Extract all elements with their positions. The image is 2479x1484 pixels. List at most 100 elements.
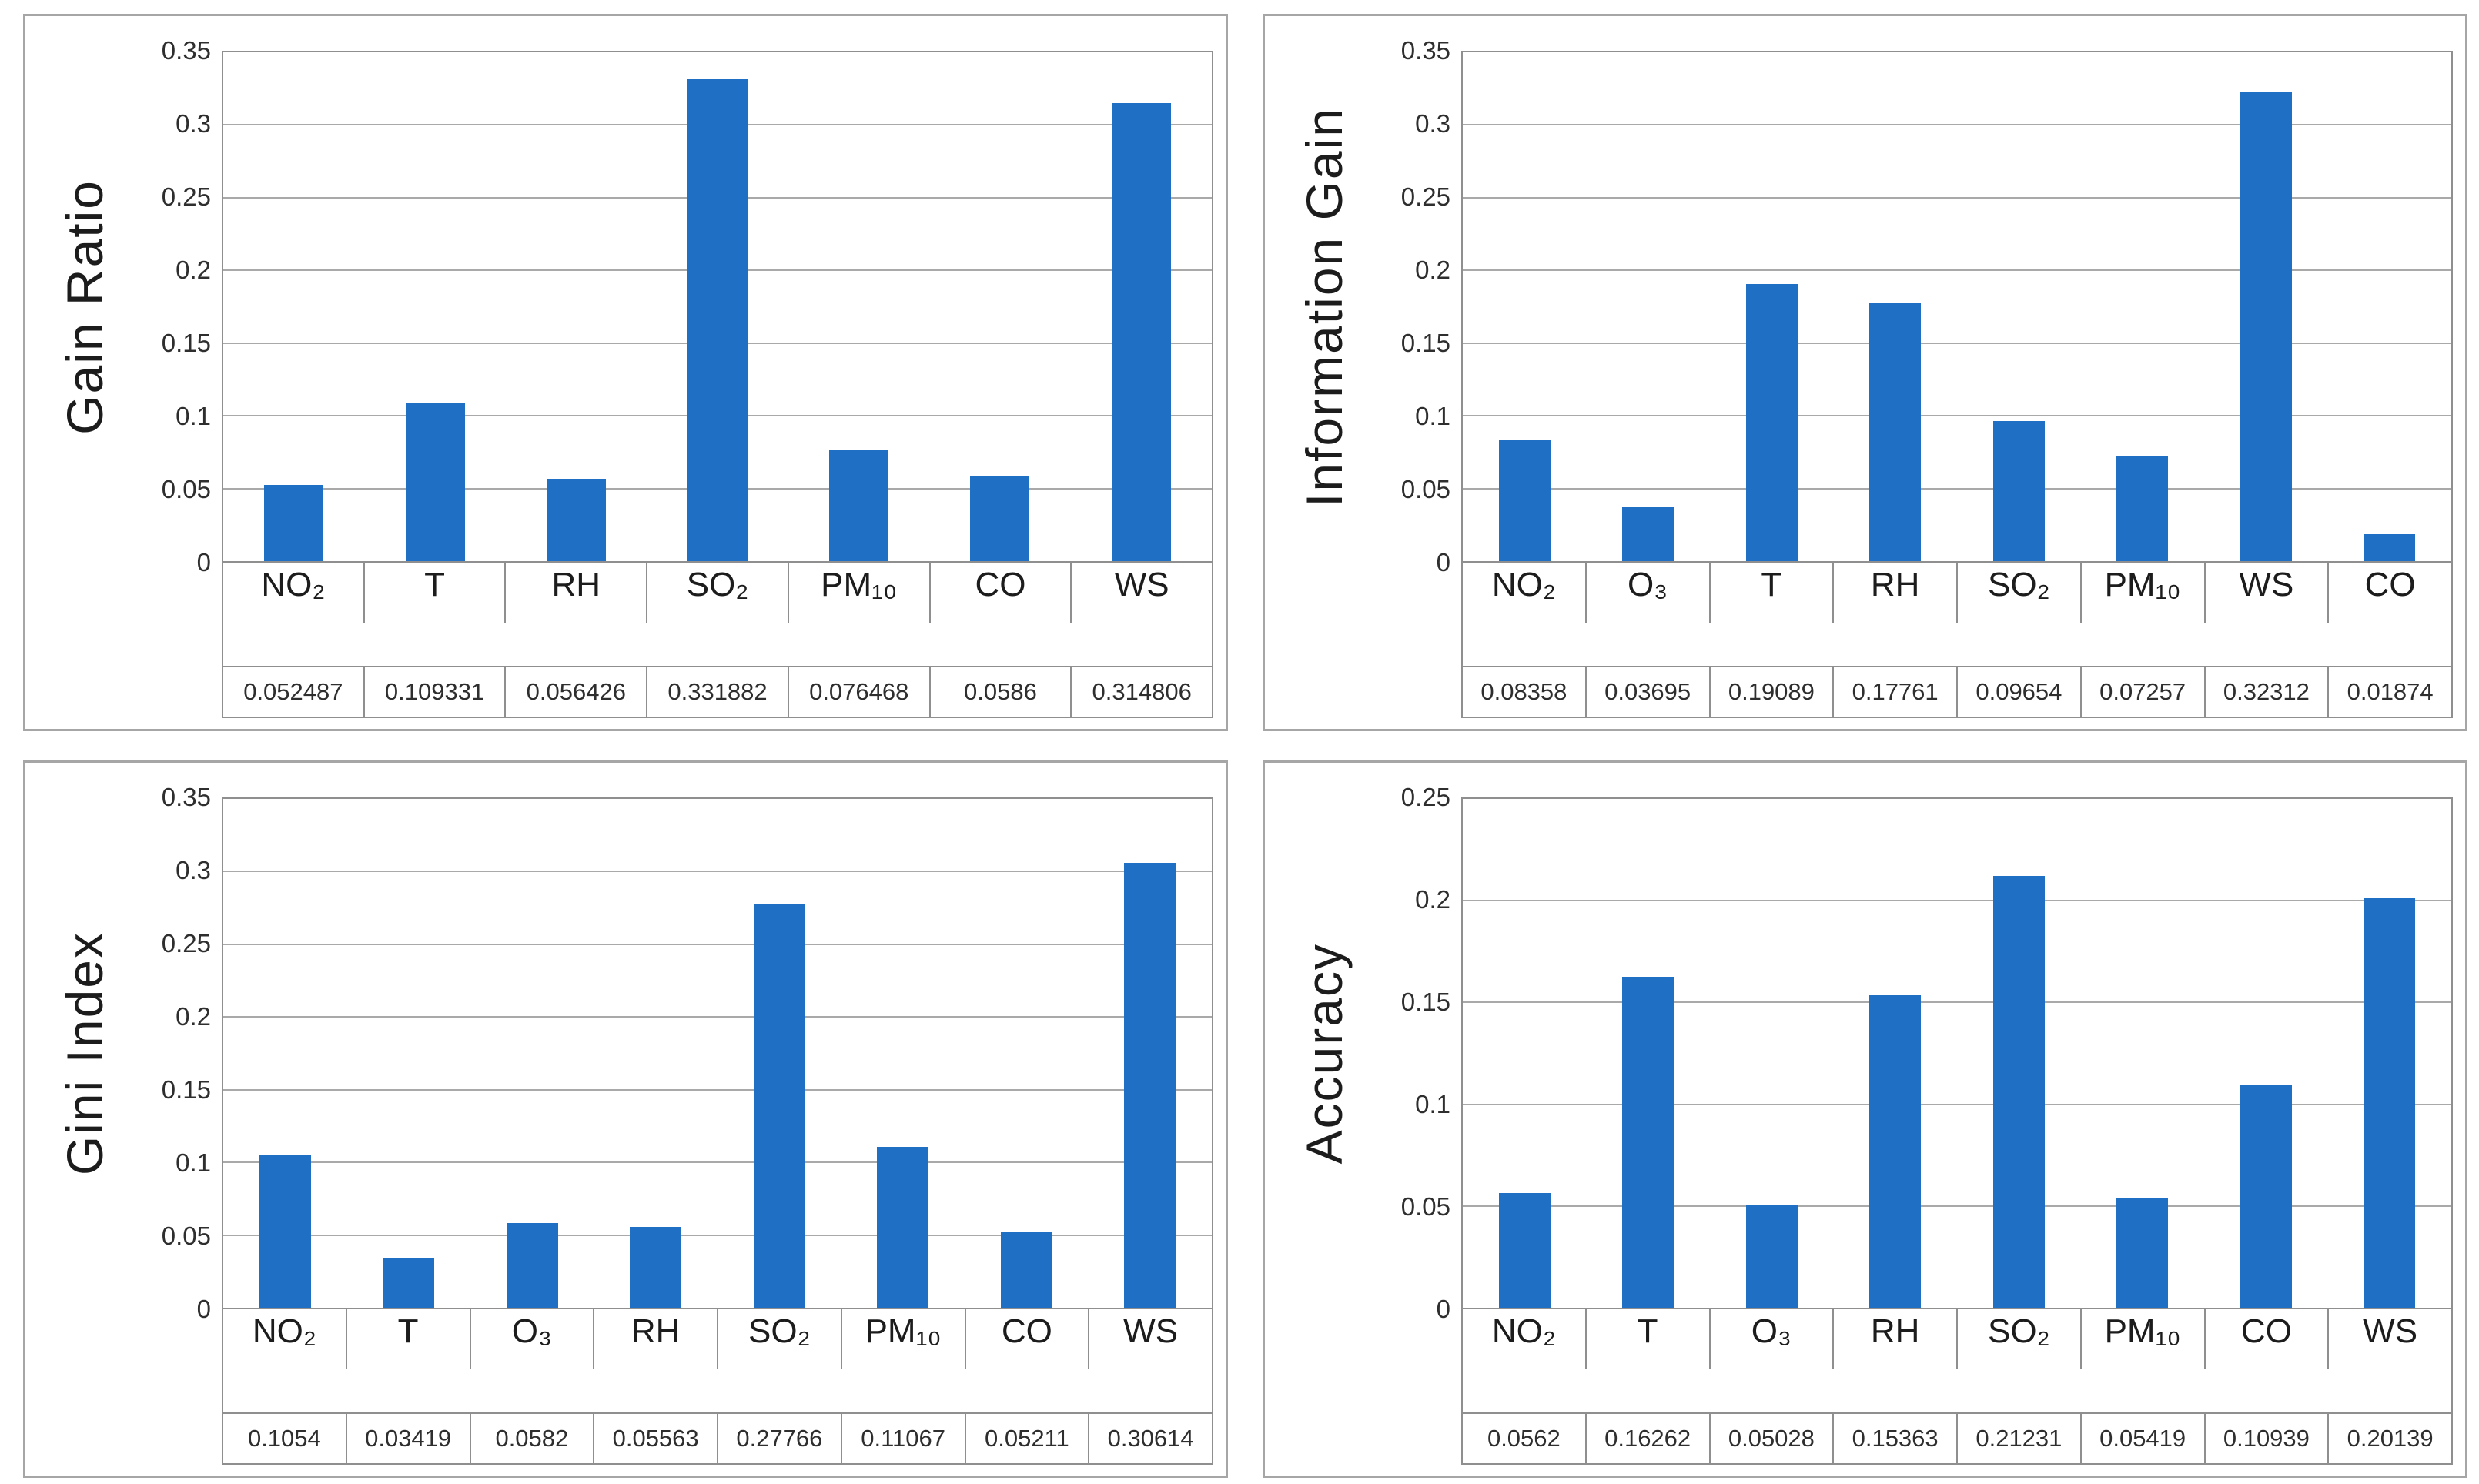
- y-axis-ticks: 0.35 0.3 0.25 0.2 0.15 0.1 0.05 0: [139, 36, 222, 577]
- y-axis-title-wrap: Gain Ratio: [30, 51, 139, 563]
- y-tick-label: 0.05: [161, 475, 211, 503]
- bar: [1869, 994, 1922, 1308]
- bar: [970, 476, 1030, 561]
- category-label: NO₂: [252, 1312, 316, 1350]
- value-row: 0.052487 0.109331 0.056426 0.331882 0.076468…: [223, 666, 1212, 717]
- y-tick-label: 0.1: [1415, 402, 1450, 430]
- category-label: T: [1708, 563, 1833, 623]
- category-label: SO₂: [1956, 1309, 2080, 1369]
- bar: [2240, 91, 2292, 561]
- legend-key-row: [1463, 623, 2451, 666]
- bar: [877, 1147, 929, 1308]
- y-axis-title: Gain Ratio: [56, 179, 113, 435]
- value-cell: 0.03695: [1584, 667, 1709, 717]
- bar: [2116, 455, 2169, 561]
- gridline: [1463, 1103, 2451, 1105]
- category-label: RH: [1832, 1309, 1956, 1369]
- value-cell: 0.109331: [363, 667, 505, 717]
- category-label: PM₁₀: [840, 1309, 965, 1369]
- plot-area: [1461, 51, 2453, 563]
- y-tick-label: 0.1: [1415, 1090, 1450, 1118]
- bar: [506, 1223, 558, 1308]
- y-tick-label: 0.05: [1400, 1192, 1450, 1221]
- category-label: CO: [964, 1309, 1089, 1369]
- y-tick-label: 0.2: [1415, 256, 1450, 284]
- category-label: PM₁₀: [2079, 563, 2204, 623]
- category-label: CO: [2203, 1309, 2328, 1369]
- category-row: NO₂ O₃ T RH SO₂ PM₁₀ WS CO: [1463, 563, 2451, 623]
- value-cell: 0.27766: [717, 1414, 841, 1463]
- bar: [1992, 420, 2045, 561]
- category-label: WS: [1070, 563, 1212, 623]
- bar: [547, 479, 607, 561]
- gridline: [1463, 269, 2451, 272]
- value-cell: 0.052487: [243, 678, 343, 705]
- value-cell: 0.09654: [1956, 667, 2080, 717]
- gain-ratio-chart-panel: Gain Ratio 0.35 0.3 0.25 0.2 0.15 0.1 0.05 0 NO…: [23, 14, 1228, 731]
- bar: [1869, 302, 1922, 561]
- value-cell: 0.21231: [1956, 1414, 2080, 1463]
- category-label: WS: [1088, 1309, 1212, 1369]
- category-label: O₃: [469, 1309, 594, 1369]
- gridline: [1463, 196, 2451, 199]
- category-row: NO₂ T RH SO₂ PM₁₀ CO WS: [223, 563, 1212, 623]
- value-cell: 0.11067: [840, 1414, 965, 1463]
- category-label: SO₂: [646, 563, 788, 623]
- y-tick-label: 0.35: [161, 36, 211, 65]
- gridline: [223, 1234, 1212, 1236]
- chart-area: 0.25 0.2 0.15 0.1 0.05 0 NO₂ T O₃ RH SO₂ PM₁₀ CO WS …: [1379, 783, 2453, 1465]
- information-gain-chart-panel: Information Gain 0.35 0.3 0.25 0.2 0.15 0.1 0.…: [1263, 14, 2467, 731]
- value-cell: 0.32312: [2203, 667, 2328, 717]
- value-cell: 0.05563: [593, 1414, 717, 1463]
- y-tick-label: 0.2: [176, 256, 211, 284]
- category-label: CO: [2327, 563, 2451, 623]
- value-cell: 0.1054: [247, 1425, 321, 1452]
- y-tick-label: 0.35: [161, 783, 211, 811]
- y-axis-title: Information Gain: [1296, 106, 1353, 507]
- y-tick-label: 0: [196, 548, 211, 577]
- plot-row: 0.35 0.3 0.25 0.2 0.15 0.1 0.05 0: [139, 36, 1213, 577]
- category-label: NO₂: [1491, 1312, 1556, 1350]
- category-label: T: [345, 1309, 470, 1369]
- y-tick-label: 0.15: [1400, 988, 1450, 1016]
- gridline: [1463, 1205, 2451, 1207]
- legend-key-row: [223, 1369, 1212, 1412]
- gridline: [223, 1161, 1212, 1164]
- gridline: [1463, 342, 2451, 344]
- value-cell: 0.314806: [1070, 667, 1212, 717]
- category-row: NO₂ T O₃ RH SO₂ PM₁₀ CO WS: [1463, 1309, 2451, 1369]
- y-axis-title-wrap: Information Gain: [1270, 51, 1379, 563]
- y-tick-label: 0.25: [1400, 783, 1450, 811]
- legend-key-row: [1463, 1369, 2451, 1412]
- bar: [1992, 875, 2045, 1308]
- y-tick-label: 0: [1436, 1295, 1450, 1323]
- y-tick-label: 0.05: [1400, 475, 1450, 503]
- bar: [1000, 1232, 1052, 1308]
- chart-area: 0.35 0.3 0.25 0.2 0.15 0.1 0.05 0 NO₂ O₃ T RH SO₂ PM…: [1379, 36, 2453, 718]
- gridline: [223, 943, 1212, 945]
- bar: [1498, 440, 1551, 561]
- y-tick-label: 0.25: [161, 929, 211, 958]
- category-label: RH: [1832, 563, 1956, 623]
- category-label: RH: [593, 1309, 717, 1369]
- category-label: PM₁₀: [787, 563, 929, 623]
- value-cell: 0.0582: [469, 1414, 594, 1463]
- gridline: [223, 1016, 1212, 1018]
- bar: [828, 450, 888, 561]
- bar: [1745, 283, 1798, 561]
- y-tick-label: 0.2: [1415, 885, 1450, 914]
- y-axis-ticks: 0.25 0.2 0.15 0.1 0.05 0: [1379, 783, 1461, 1323]
- bar: [1124, 862, 1176, 1308]
- data-table: NO₂ O₃ T RH SO₂ PM₁₀ WS CO 0.08358 0.03695 0.1908…: [1461, 563, 2453, 718]
- gridline: [1463, 415, 2451, 417]
- y-axis-title-wrap: Gini Index: [30, 797, 139, 1309]
- plot-area: [1461, 797, 2453, 1309]
- y-tick-label: 0.3: [176, 109, 211, 138]
- gridline: [223, 871, 1212, 873]
- value-cell: 0.01874: [2327, 667, 2451, 717]
- category-label: SO₂: [1956, 563, 2080, 623]
- y-tick-label: 0: [1436, 548, 1450, 577]
- data-table: NO₂ T RH SO₂ PM₁₀ CO WS 0.052487 0.109331 0.0564…: [222, 563, 1213, 718]
- y-tick-label: 0.15: [161, 329, 211, 357]
- y-tick-label: 0.1: [176, 1148, 211, 1177]
